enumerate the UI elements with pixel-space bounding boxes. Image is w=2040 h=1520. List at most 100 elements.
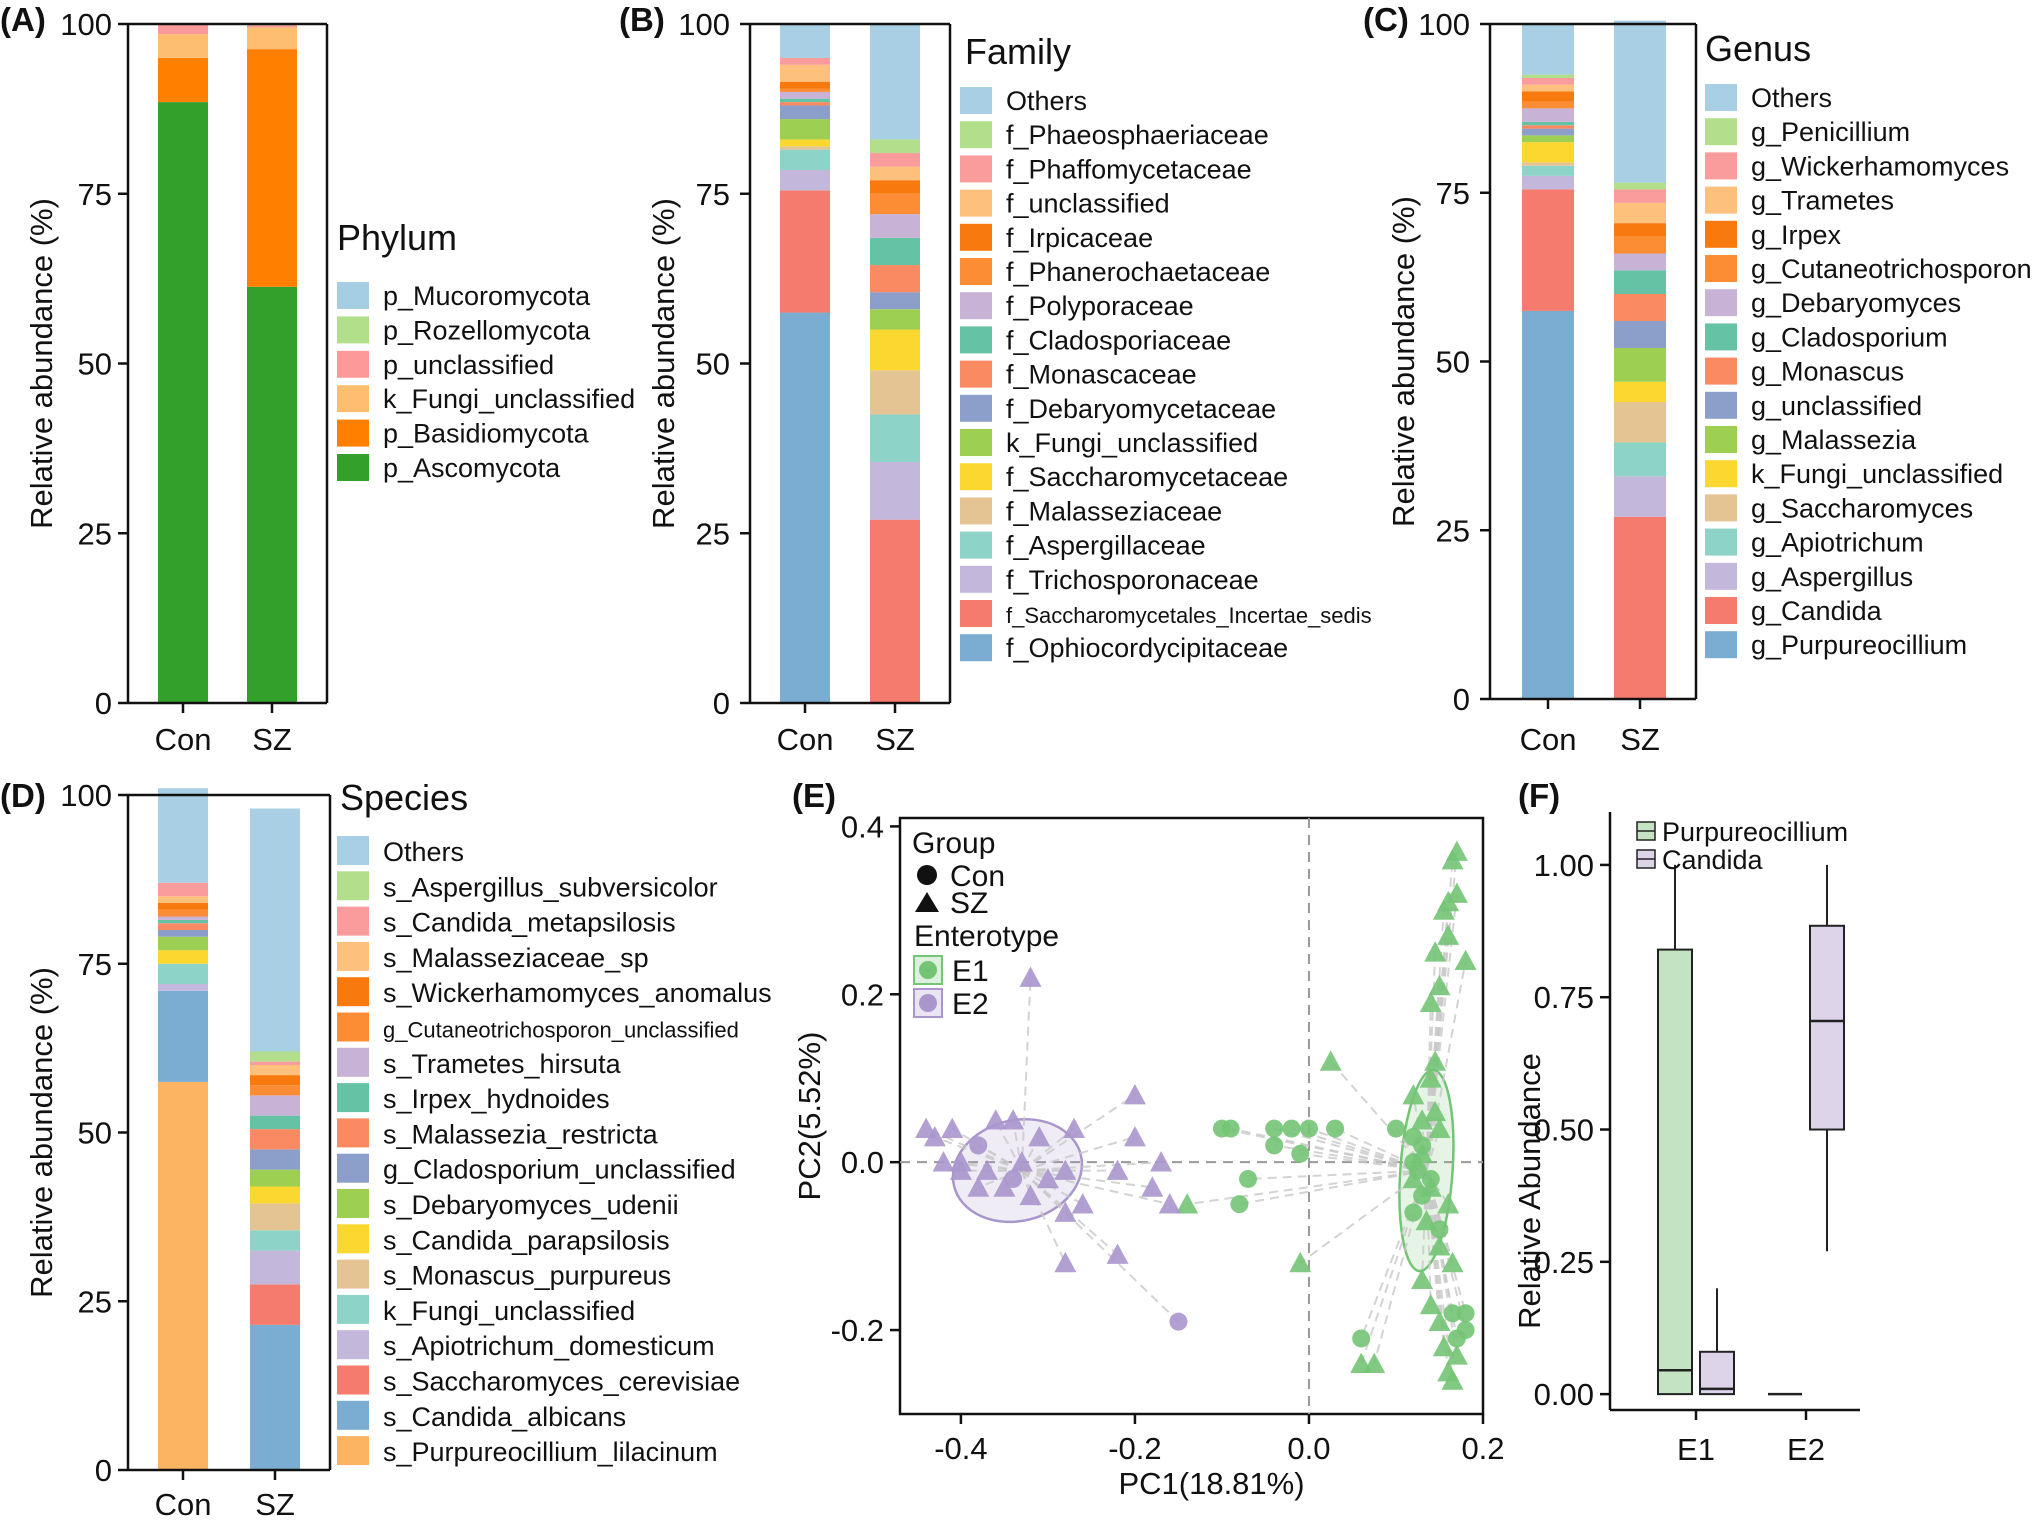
legend-label-s-malasseziaceae-sp: s_Malasseziaceae_sp [383, 943, 649, 973]
legend-label-g-cutaneotrichosporon-unclassified: g_Cutaneotrichosporon_unclassified [383, 1018, 739, 1043]
legend-swatch-g-aspergillus [1705, 562, 1737, 590]
legend-swatch-p-unclassified [337, 350, 369, 378]
legend-label-f-cladosporiaceae: f_Cladosporiaceae [1006, 325, 1231, 355]
legend-sz-label: SZ [950, 887, 988, 920]
legend-swatch-s-candida-albicans [337, 1400, 369, 1430]
legend-swatch-f-saccharomycetales-incertae-sedis [960, 600, 992, 627]
scatter-point-sz-e2 [1158, 1193, 1181, 1214]
bar-segment-con-s-malassezia-restricta [158, 923, 208, 930]
scatter-point-sz-e1 [1419, 1067, 1442, 1088]
panel-label: (C) [1363, 1, 1409, 38]
legend-label-s-apiotrichum-domesticum: s_Apiotrichum_domesticum [383, 1331, 715, 1361]
spider-line [1021, 1169, 1180, 1323]
legend-label-f-phanerochaetaceae: f_Phanerochaetaceae [1006, 257, 1270, 287]
scatter-point-sz-e2 [932, 1151, 955, 1172]
legend-label-s-aspergillus-subversicolor: s_Aspergillus_subversicolor [383, 872, 718, 902]
scatter-point-con-e1 [1447, 1329, 1466, 1348]
legend-label-p-ascomycota: p_Ascomycota [383, 453, 561, 483]
x-tick-label-con: Con [777, 722, 834, 757]
box-candida-e1 [1699, 1350, 1735, 1396]
scatter-point-sz-e2 [1123, 1125, 1146, 1147]
x-axis-title: PC1(18.81%) [1118, 1466, 1304, 1501]
legend-label-g-purpureocillium: g_Purpureocillium [1751, 630, 1967, 660]
bar-segment-sz-g-malassezia [1614, 348, 1666, 382]
bar-segment-sz-p-ascomycota [247, 286, 297, 703]
legend-swatch-f-monascaceae [960, 360, 992, 388]
legend-swatch-others [1705, 84, 1737, 111]
scatter-point-sz-e1 [1176, 1193, 1199, 1214]
bar-segment-con-f-debaryomycetaceae [780, 105, 830, 120]
legend-swatch-f-saccharomycetaceae [960, 463, 992, 491]
bar-segment-con-f-monascaceae [780, 102, 830, 106]
scatter-point-con-e1 [1456, 1304, 1475, 1323]
bar-segment-sz-s-apiotrichum-domesticum [250, 1250, 300, 1285]
bar-segment-con-k-fungi-unclassified [158, 34, 208, 58]
y-tick-label: 50 [78, 347, 112, 382]
y-axis-title: PC2(5.52%) [792, 1032, 827, 1201]
bar-segment-sz-f-phanerochaetaceae [870, 193, 920, 215]
bar-segment-con-s-purpureocillium-lilacinum [158, 1081, 208, 1470]
bar-segment-con-p-unclassified [158, 24, 208, 35]
bar-segment-con-g-apiotrichum [1522, 165, 1574, 176]
legend-label-k-fungi-unclassified: k_Fungi_unclassified [1006, 428, 1258, 458]
y-tick-label: 100 [60, 7, 112, 42]
box-candida-e2 [1809, 924, 1845, 1131]
bar-segment-con-f-aspergillaceae [780, 149, 830, 170]
legend-swatch-p-rozellomycota [337, 316, 369, 344]
spider-line [1021, 1136, 1136, 1172]
bar-segment-con-s-candida-parapsilosis [158, 950, 208, 964]
bar-segment-con-g-saccharomyces [1522, 162, 1574, 166]
scatter-point-sz-e2 [1106, 1159, 1129, 1180]
scatter-point-sz-e1 [1437, 924, 1460, 945]
panel-b-family-bar-chart: (B) Con SZ 0 25 50 75 100 Relative abundance (%)… [619, 1, 1372, 757]
legend-e2-label: E2 [952, 988, 989, 1021]
legend-label-s-malassezia-restricta: s_Malassezia_restricta [383, 1119, 659, 1149]
legend-sz-marker [915, 892, 939, 912]
legend-swatch-s-candida-metapsilosis [337, 906, 369, 936]
scatter-point-sz-e1 [1432, 899, 1455, 920]
bar-segment-sz-s-aspergillus-subversicolor [250, 1051, 300, 1062]
legend-swatch-g-cladosporium-unclassified [337, 1153, 369, 1183]
legend-swatch-g-cutaneotrichosporon-unclassified [337, 1012, 369, 1042]
scatter-point-sz-e2 [1123, 1084, 1146, 1105]
scatter-point-sz-e2 [1150, 1151, 1173, 1172]
scatter-point-sz-e2 [941, 1117, 964, 1138]
scatter-point-sz-e2 [993, 1176, 1016, 1197]
spider-line [1020, 1170, 1067, 1264]
x-tick-label-sz: SZ [252, 722, 292, 757]
bar-segment-con-g-candida [1522, 189, 1574, 311]
x-tick-label-sz: SZ [875, 722, 915, 757]
bar-segment-sz-g-trametes [1614, 202, 1666, 224]
bar-segment-sz-g-cutaneotrichosporon-unclassified [250, 1085, 300, 1096]
y-tick-label: 25 [78, 516, 112, 551]
legend-label-s-wickerhamomyces-anomalus: s_Wickerhamomyces_anomalus [383, 978, 772, 1008]
legend-label-f-saccharomycetales-incertae-sedis: f_Saccharomycetales_Incertae_sedis [1006, 603, 1372, 628]
bar-segment-sz-f-saccharomycetales-incertae-sedis [870, 519, 920, 703]
bar-segment-con-s-debaryomyces-udenii [158, 936, 208, 951]
scatter-point-sz-e1 [1428, 1235, 1451, 1256]
bar-segment-sz-others [870, 24, 920, 140]
bar-segment-con-g-aspergillus [1522, 175, 1574, 190]
scatter-point-sz-e2 [1010, 1151, 1033, 1172]
scatter-point-sz-e1 [1319, 1050, 1342, 1071]
legend-swatch-s-apiotrichum-domesticum [337, 1330, 369, 1360]
scatter-point-sz-e1 [1411, 1268, 1434, 1290]
spider-line [1187, 1169, 1427, 1206]
bar-segment-sz-g-apiotrichum [1614, 442, 1666, 477]
y-tick-label: 0.2 [841, 977, 884, 1012]
legend-group-title: Group [912, 827, 995, 860]
scatter-point-sz-e1 [1428, 1310, 1451, 1332]
bar-segment-con-f-malasseziaceae [780, 146, 830, 150]
spider-line [1239, 1169, 1427, 1206]
bar-segment-con-f-fungi-unclassified-k [780, 119, 830, 140]
legend-e1-marker [919, 961, 937, 979]
legend-label-p-unclassified: p_unclassified [383, 350, 554, 380]
scatter-point-sz-e1 [1419, 991, 1442, 1013]
panel-d-species-bar-chart: (D) Con SZ 0 25 50 75 100 Relative abundance (%)… [0, 777, 772, 1520]
scatter-point-sz-e2 [1054, 1201, 1077, 1222]
scatter-point-sz-e1 [1428, 974, 1451, 996]
scatter-point-con-e1 [1352, 1329, 1371, 1348]
legend-swatch-k-fungi-unclassified [337, 1294, 369, 1324]
bar-segment-sz-s-candida-parapsilosis [250, 1186, 300, 1204]
scatter-point-sz-e2 [1019, 1184, 1042, 1206]
